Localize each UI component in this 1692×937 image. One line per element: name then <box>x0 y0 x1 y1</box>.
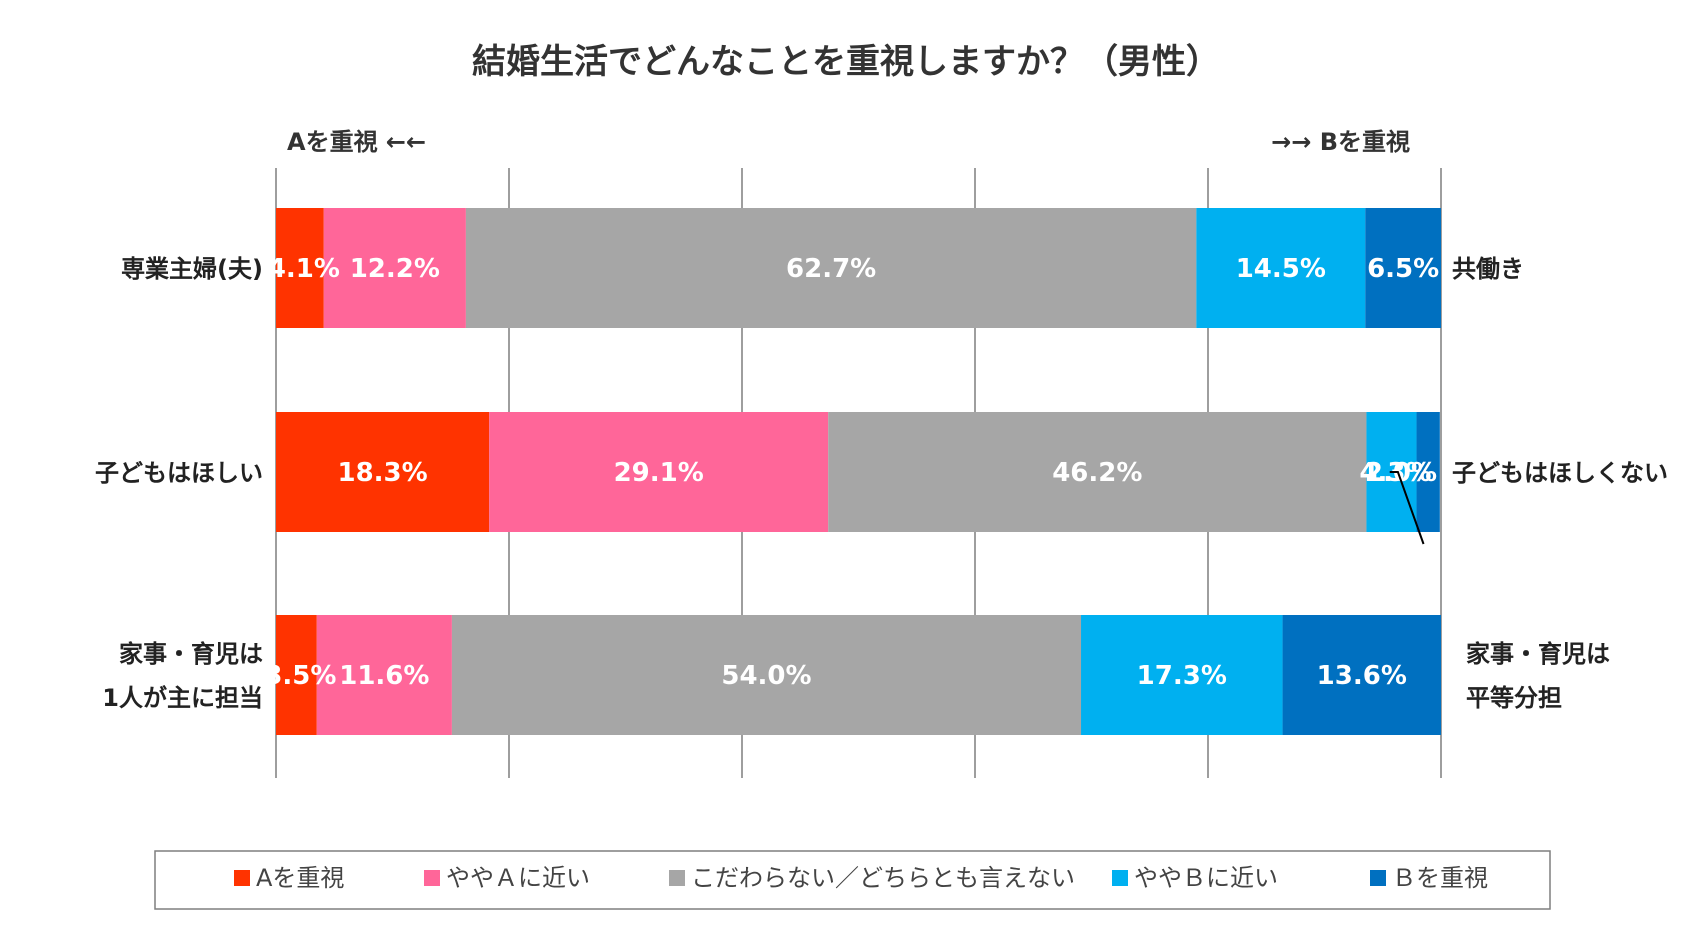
legend-swatch-1 <box>424 870 440 886</box>
category-left-label-2-0: 家事・育児は <box>119 640 263 668</box>
data-label-1-2: 46.2% <box>1052 458 1142 488</box>
legend-box <box>154 850 1551 910</box>
category-left-label-0-0: 専業主婦(夫) <box>121 255 263 283</box>
legend-swatch-3 <box>1112 870 1128 886</box>
data-label-1-0: 18.3% <box>337 458 427 488</box>
bar-segment-0-0 <box>276 208 324 328</box>
leader-line <box>1389 471 1425 545</box>
legend-swatch-4 <box>1370 870 1386 886</box>
category-right-label-1-0: 子どもはほしくない <box>1452 459 1668 487</box>
bar-segment-2-3 <box>1081 615 1283 735</box>
segment-labels: 4.1% 12.2% 62.7% 14.5% 6.5%18.3% 29.1% 46.2% 4.… <box>264 254 1439 691</box>
category-left-label-2-1: 1人が主に担当 <box>102 684 263 712</box>
bar-segment-1-1 <box>489 412 829 532</box>
legend-label-1: ややＡに近い <box>446 864 590 892</box>
direction-label-right: →→ Bを重視 <box>1271 128 1410 156</box>
bar-segment-1-2 <box>828 412 1367 532</box>
data-label-2-1: 11.6% <box>339 661 429 691</box>
chart-title: 結婚生活でどんなことを重視しますか？（男性） <box>472 42 1220 82</box>
legend-label-4: Ｂを重視 <box>1392 864 1488 892</box>
data-label-0-1: 12.2% <box>350 254 440 284</box>
data-label-2-4: 13.6% <box>1317 661 1407 691</box>
direction-label-left: Aを重視 ←← <box>287 128 426 156</box>
bar-segment-2-4 <box>1282 615 1441 735</box>
legend: Aを重視 ややＡに近い こだわらない／どちらとも言えない ややＢに近い Ｂを重視 <box>154 850 1551 910</box>
bar-segment-0-4 <box>1365 208 1441 328</box>
bar-segment-1-4 <box>1416 412 1440 532</box>
bar-segment-0-3 <box>1196 208 1366 328</box>
bar-segment-0-1 <box>323 208 466 328</box>
bar-segment-2-0 <box>276 615 317 735</box>
legend-swatch-0 <box>234 870 250 886</box>
legend-label-0: Aを重視 <box>256 864 344 892</box>
data-label-2-2: 54.0% <box>721 661 811 691</box>
bar-segment-1-0 <box>276 412 490 532</box>
category-right-label-2-0: 家事・育児は <box>1466 640 1610 668</box>
data-label-0-0: 4.1% <box>268 254 340 284</box>
category-left-label-1-0: 子どもはほしい <box>95 459 263 487</box>
legend-swatch-2 <box>669 870 685 886</box>
data-label-0-4: 6.5% <box>1367 254 1439 284</box>
legend-label-2: こだわらない／どちらとも言えない <box>691 864 1075 892</box>
data-label-0-2: 62.7% <box>786 254 876 284</box>
data-label-2-3: 17.3% <box>1137 661 1227 691</box>
legend-items: Aを重視 ややＡに近い こだわらない／どちらとも言えない ややＢに近い Ｂを重視 <box>234 864 1488 892</box>
bar-segment-2-2 <box>451 615 1082 735</box>
category-right-label-2-1: 平等分担 <box>1466 684 1562 712</box>
data-label-1-1: 29.1% <box>614 458 704 488</box>
bar-segment-2-1 <box>316 615 452 735</box>
legend-label-3: ややＢに近い <box>1134 864 1278 892</box>
bar-segment-0-2 <box>465 208 1197 328</box>
bars <box>276 208 1441 735</box>
data-label-2-0: 3.5% <box>264 661 336 691</box>
category-right-label-0-0: 共働き <box>1452 255 1524 283</box>
data-label-0-3: 14.5% <box>1236 254 1326 284</box>
